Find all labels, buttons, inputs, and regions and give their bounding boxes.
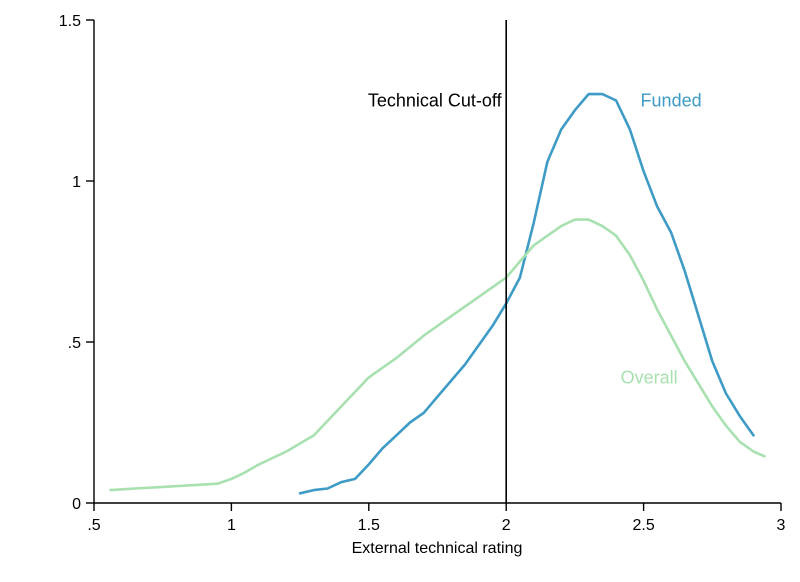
annotation-technical-cut-off: Technical Cut-off xyxy=(368,91,503,111)
x-tick-label: 3 xyxy=(777,517,786,534)
x-tick-label: .5 xyxy=(87,517,100,534)
x-tick-label: 2 xyxy=(502,517,511,534)
series-line-overall xyxy=(109,218,766,492)
x-tick-label: 1.5 xyxy=(358,517,380,534)
series-line-funded xyxy=(298,92,755,495)
y-tick-label: .5 xyxy=(68,335,81,352)
annotation-funded: Funded xyxy=(641,91,702,111)
x-tick-label: 2.5 xyxy=(632,517,654,534)
axes-layer: 0 .5 1 1.5 .5 1 1.5 2 2.5 3 xyxy=(59,13,786,534)
y-tick-label: 1 xyxy=(72,174,81,191)
y-tick-label: 1.5 xyxy=(59,13,81,30)
x-axis-title: External technical rating xyxy=(352,540,523,557)
series-layer xyxy=(109,92,766,495)
annotation-layer: Technical Cut-off Funded Overall xyxy=(368,91,702,388)
annotation-overall: Overall xyxy=(621,367,678,387)
y-tick-label: 0 xyxy=(72,496,81,513)
x-tick-label: 1 xyxy=(227,517,236,534)
